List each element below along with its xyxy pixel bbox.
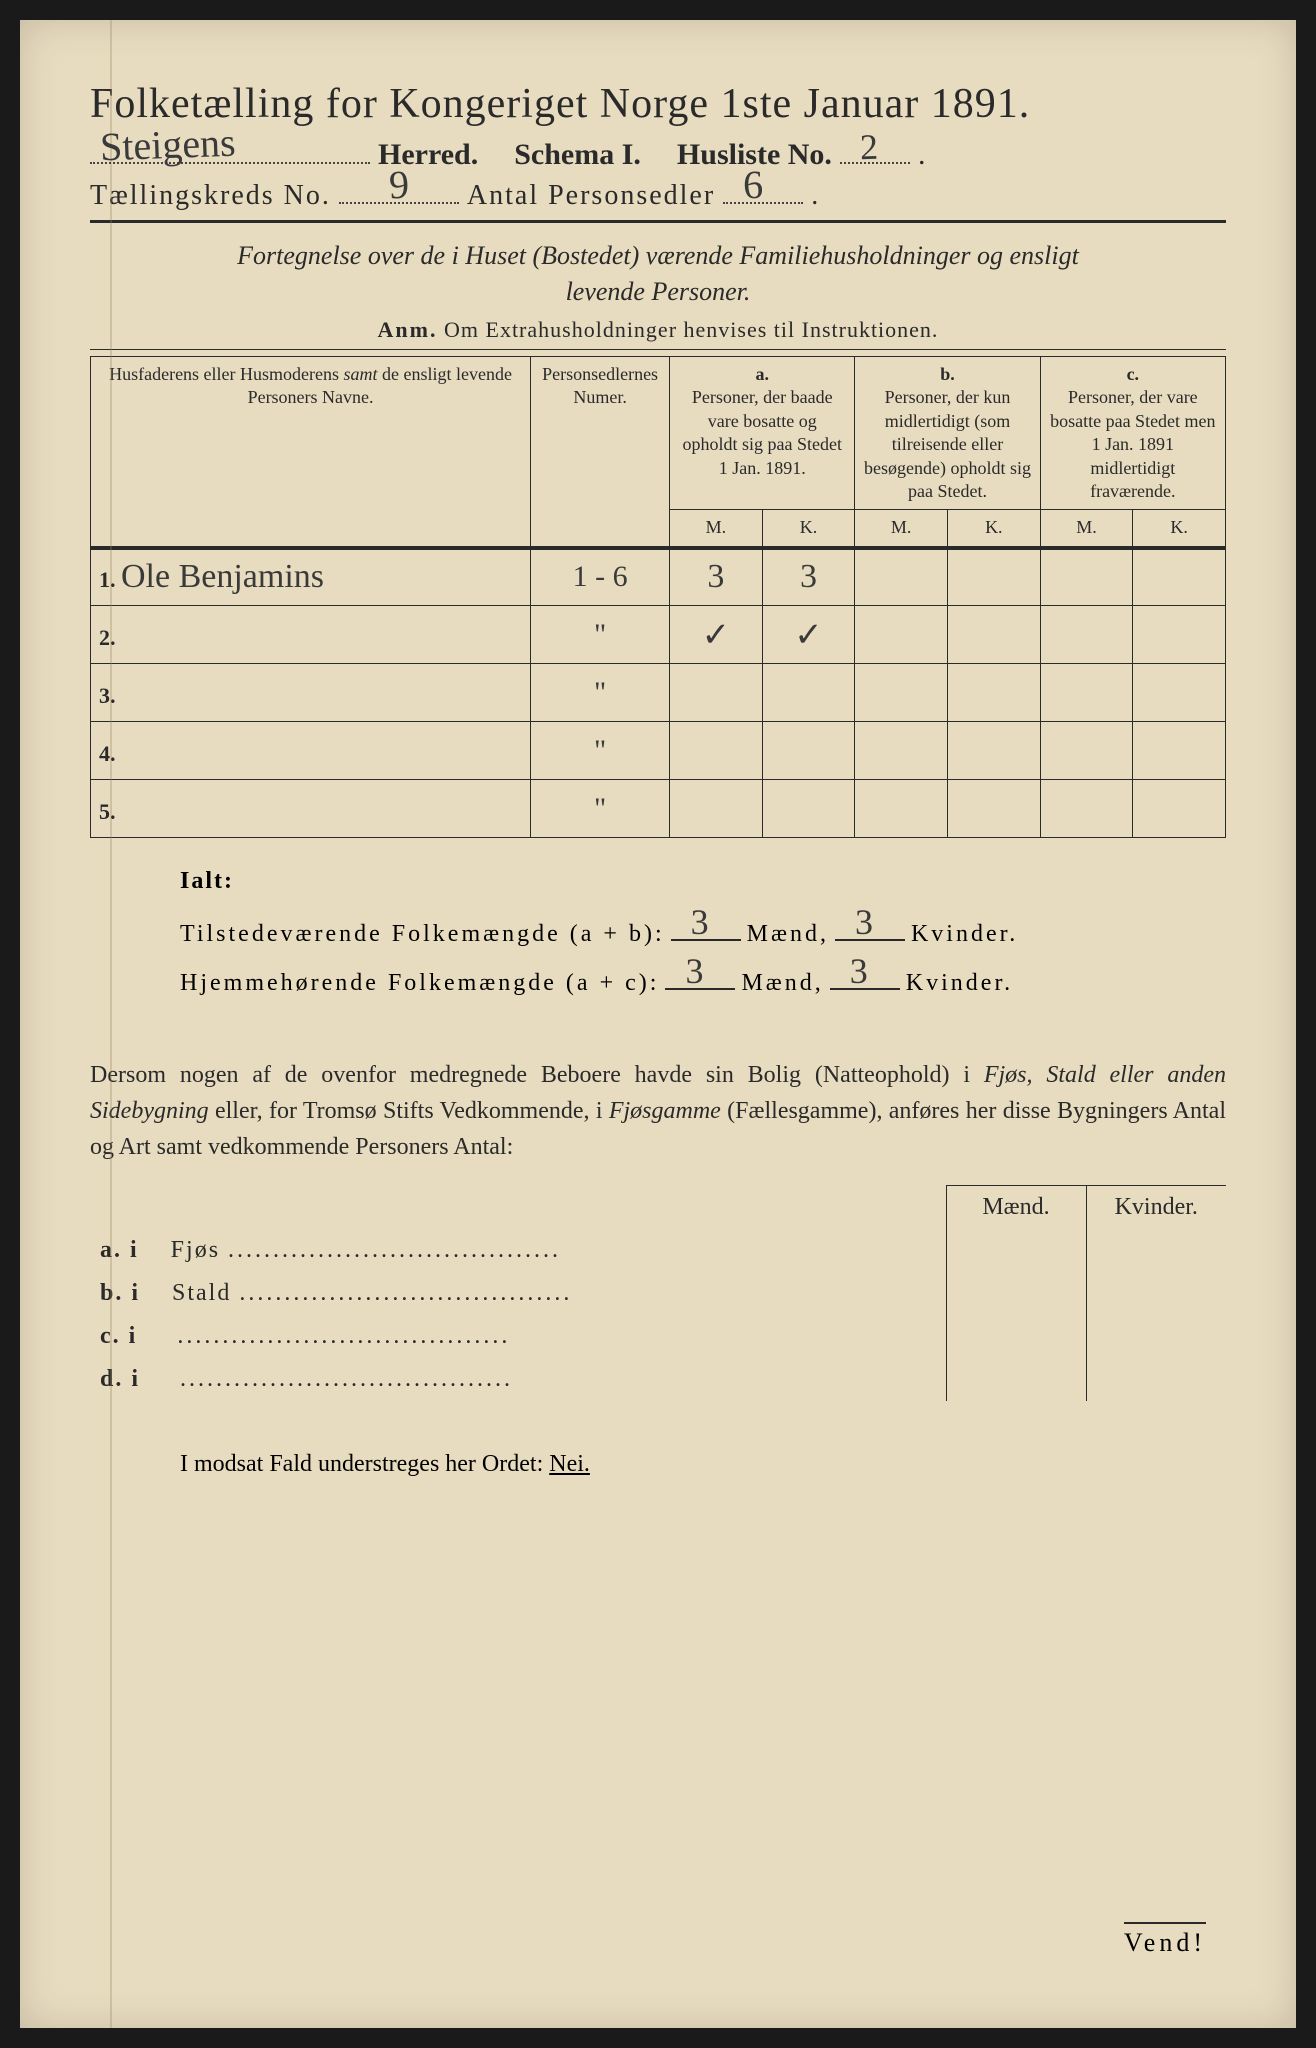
- col-b-k: K.: [948, 510, 1041, 548]
- divider: [90, 349, 1226, 350]
- tilstede-line: Tilstedeværende Folkemængde (a + b): 3 M…: [180, 913, 1226, 948]
- col-sedler-header: Personsedlernes Numer.: [531, 357, 670, 548]
- side-table-row: a. i Fjøs: [90, 1229, 1226, 1272]
- herred-value: Steigens: [99, 119, 236, 171]
- col-b-m: M.: [855, 510, 948, 548]
- antal-field: 6: [723, 178, 803, 204]
- col-b-header: b. Personer, der kun midlertidigt (som t…: [855, 357, 1040, 510]
- page-title: Folketælling for Kongeriget Norge 1ste J…: [90, 80, 1226, 128]
- antal-label: Antal Personsedler: [467, 180, 715, 212]
- col-a-m: M.: [670, 510, 763, 548]
- divider: [90, 220, 1226, 223]
- side-table-row: c. i: [90, 1315, 1226, 1358]
- herred-line: Steigens Herred. Schema I. Husliste No. …: [90, 138, 1226, 172]
- kreds-value: 9: [388, 161, 412, 209]
- hjemme-line: Hjemmehørende Folkemængde (a + c): 3 Mæn…: [180, 962, 1226, 997]
- census-form-page: Folketælling for Kongeriget Norge 1ste J…: [20, 20, 1296, 2028]
- tilstede-m-field: 3: [671, 913, 741, 941]
- side-building-paragraph: Dersom nogen af de ovenfor medregnede Be…: [90, 1057, 1226, 1165]
- antal-value: 6: [742, 161, 766, 209]
- herred-field: Steigens: [90, 138, 370, 164]
- side-table-row: b. i Stald: [90, 1272, 1226, 1315]
- kreds-label: Tællingskreds No.: [90, 180, 331, 212]
- col-a-header: a. Personer, der baade vare bosatte og o…: [670, 357, 855, 510]
- schema-label: Schema I.: [514, 138, 641, 172]
- side-kvinder-header: Kvinder.: [1086, 1186, 1226, 1230]
- col-c-m: M.: [1040, 510, 1133, 548]
- side-maend-header: Mænd.: [946, 1186, 1086, 1230]
- husliste-field: 2: [840, 138, 910, 164]
- table-row: 2. " ✓ ✓: [91, 606, 1226, 664]
- col-a-k: K.: [762, 510, 855, 548]
- husliste-value: 2: [859, 126, 878, 169]
- table-row: 3. ": [91, 664, 1226, 722]
- hjemme-k-field: 3: [830, 962, 900, 990]
- totals-section: Ialt: Tilstedeværende Folkemængde (a + b…: [90, 868, 1226, 997]
- kreds-line: Tællingskreds No. 9 Antal Personsedler 6…: [90, 178, 1226, 212]
- table-row: 5. ": [91, 780, 1226, 838]
- hjemme-m-field: 3: [665, 962, 735, 990]
- side-building-table: Mænd. Kvinder. a. i Fjøs b. i Stald c. i…: [90, 1185, 1226, 1401]
- nei-line: I modsat Fald understreges her Ordet: Ne…: [90, 1451, 1226, 1478]
- table-row: 1. Ole Benjamins 1 - 6 3 3: [91, 548, 1226, 606]
- col-names-header: Husfaderens eller Husmoderens samt de en…: [91, 357, 531, 548]
- anm-note: Anm. Anm. Om Extrahusholdninger henvises…: [90, 317, 1226, 343]
- household-table: Husfaderens eller Husmoderens samt de en…: [90, 356, 1226, 838]
- kreds-field: 9: [339, 178, 459, 204]
- tilstede-k-field: 3: [835, 913, 905, 941]
- col-c-k: K.: [1133, 510, 1226, 548]
- subtitle-line1: Fortegnelse over de i Huset (Bostedet) v…: [90, 241, 1226, 271]
- nei-word: Nei.: [549, 1451, 590, 1477]
- side-table-row: d. i: [90, 1358, 1226, 1401]
- vend-label: Vend!: [1124, 1922, 1206, 1958]
- table-row: 4. ": [91, 722, 1226, 780]
- ialt-label: Ialt:: [180, 868, 1226, 895]
- subtitle-line2: levende Personer.: [90, 277, 1226, 307]
- col-c-header: c. Personer, der vare bosatte paa Stedet…: [1040, 357, 1225, 510]
